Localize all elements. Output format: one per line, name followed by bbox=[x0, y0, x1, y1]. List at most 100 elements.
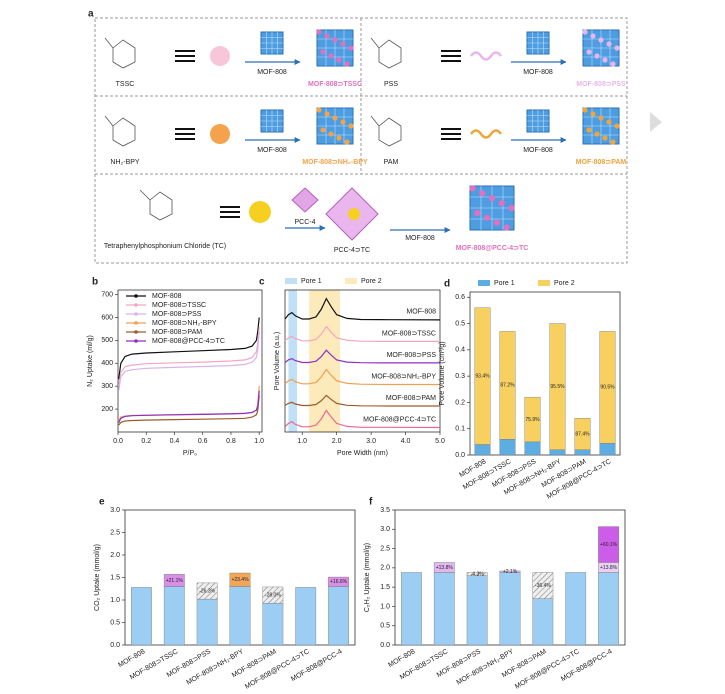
y-tick-label: 0.5 bbox=[455, 320, 465, 327]
legend-swatch bbox=[285, 278, 297, 284]
x-tick-label: MOF-808⊃NH₂-BPY bbox=[455, 648, 515, 687]
series-label: MOF-808⊃PSS bbox=[387, 352, 437, 359]
host-label: MOF-808 bbox=[523, 147, 553, 154]
x-tick-label: 0.2 bbox=[141, 438, 151, 445]
bar-segment bbox=[499, 570, 521, 573]
bar-segment bbox=[401, 572, 422, 646]
guest-dot bbox=[602, 135, 608, 141]
guest-dot bbox=[324, 111, 330, 117]
bar-segment bbox=[295, 587, 317, 646]
x-tick-label: 4.0 bbox=[401, 438, 411, 445]
y-tick-label: 0.5 bbox=[110, 619, 120, 626]
segment-label: 87.4% bbox=[575, 431, 590, 437]
bar-segment bbox=[466, 572, 488, 576]
x-tick-label: MOF-808 bbox=[387, 648, 416, 669]
guest-dot bbox=[493, 219, 501, 226]
bar-segment bbox=[466, 575, 488, 646]
bar-segment bbox=[131, 587, 152, 646]
bar-segment bbox=[328, 576, 349, 587]
guest-label: Tetraphenylphosphonium Chloride (TC) bbox=[104, 243, 226, 250]
segment-label: +13.8% bbox=[600, 565, 618, 571]
panel-label: d bbox=[444, 279, 450, 290]
guest-dot bbox=[316, 107, 322, 113]
guest-dot bbox=[336, 135, 342, 141]
legend-label: MOF-808⊃PSS bbox=[152, 311, 202, 318]
decor-arrow bbox=[650, 112, 662, 132]
bar-segment bbox=[433, 572, 455, 646]
y-tick-label: 3.0 bbox=[110, 507, 120, 514]
guest-dot bbox=[582, 107, 588, 113]
y-tick-label: 700 bbox=[101, 291, 113, 298]
bar-segment bbox=[598, 572, 619, 646]
panel-label: c bbox=[259, 277, 265, 288]
y-tick-label: 0.5 bbox=[380, 623, 390, 630]
guest-dot bbox=[614, 123, 620, 129]
guest-dot bbox=[324, 33, 330, 39]
y-axis-label: Pore Volume (a.u.) bbox=[274, 332, 281, 390]
guest-dot bbox=[348, 45, 354, 51]
x-tick-label: 1.0 bbox=[297, 438, 307, 445]
cage-product-label: PCC-4⊃TC bbox=[334, 247, 370, 254]
x-axis-label: P/P₀ bbox=[183, 450, 197, 457]
y-tick-label: 2.5 bbox=[110, 529, 120, 536]
region bbox=[288, 290, 298, 432]
x-tick-label: MOF-808 bbox=[117, 648, 146, 669]
x-tick-label: 0.0 bbox=[113, 438, 123, 445]
legend-label: MOF-808 bbox=[152, 293, 182, 300]
segment-label: +21.1% bbox=[166, 578, 184, 584]
guest-dot bbox=[508, 204, 515, 212]
product-label: MOF-808⊃PSS bbox=[576, 81, 626, 88]
y-tick-label: 600 bbox=[101, 314, 113, 321]
y-tick-label: 0.0 bbox=[455, 452, 465, 459]
bar-segment bbox=[524, 441, 541, 456]
segment-label: +2.1% bbox=[503, 569, 518, 575]
guest-shape bbox=[469, 51, 503, 61]
x-tick-label: 0.6 bbox=[198, 438, 208, 445]
y-tick-label: 400 bbox=[101, 360, 113, 367]
legend-marker bbox=[134, 312, 138, 316]
guest-dot bbox=[594, 131, 600, 137]
bar-segment bbox=[532, 598, 554, 646]
guest-dot bbox=[336, 57, 342, 63]
x-tick-label: MOF-808@PCC-4⊃TC bbox=[244, 648, 311, 690]
guest-label: TSSC bbox=[116, 81, 135, 88]
bar-segment bbox=[262, 602, 284, 646]
host-label: MOF-808 bbox=[257, 147, 287, 154]
y-tick-label: 2.5 bbox=[380, 545, 390, 552]
bar-segment bbox=[433, 562, 455, 573]
y-tick-label: 3.5 bbox=[380, 507, 390, 514]
series-line bbox=[118, 390, 260, 424]
legend-marker bbox=[134, 294, 138, 298]
bar-segment bbox=[262, 586, 284, 604]
bar-segment bbox=[196, 598, 218, 646]
guest-label: NH₂-BPY bbox=[110, 159, 139, 166]
y-tick-label: 1.0 bbox=[380, 603, 390, 610]
series-line bbox=[118, 331, 260, 391]
legend-marker bbox=[134, 339, 138, 343]
guest-shape bbox=[210, 124, 230, 144]
guest-dot bbox=[340, 41, 346, 47]
series-label: MOF-808⊃TSSC bbox=[382, 330, 436, 337]
guest-dot bbox=[332, 37, 338, 43]
molecule bbox=[104, 115, 136, 147]
x-tick-label: 5.0 bbox=[435, 438, 445, 445]
guest-dot bbox=[590, 33, 596, 39]
guest-label: PSS bbox=[384, 81, 398, 88]
cage bbox=[291, 187, 319, 213]
y-axis-label: Pore Volume (cm³/g) bbox=[439, 341, 446, 405]
x-tick-label: MOF-808@PCC-4⊃TC bbox=[514, 648, 581, 690]
bar-segment bbox=[532, 572, 554, 599]
guest-shape bbox=[469, 129, 503, 139]
series-line bbox=[284, 349, 440, 364]
panel-label: a bbox=[88, 9, 94, 20]
molecule bbox=[370, 37, 402, 69]
guest-dot bbox=[328, 53, 334, 59]
legend-marker bbox=[134, 303, 138, 307]
y-tick-label: 2.0 bbox=[110, 552, 120, 559]
bar-segment bbox=[196, 582, 218, 600]
bar-segment bbox=[163, 574, 185, 587]
series-line bbox=[284, 394, 440, 407]
y-tick-label: 1.5 bbox=[380, 584, 390, 591]
cage-label: PCC-4 bbox=[294, 219, 315, 226]
legend-label: Pore 1 bbox=[494, 280, 515, 287]
